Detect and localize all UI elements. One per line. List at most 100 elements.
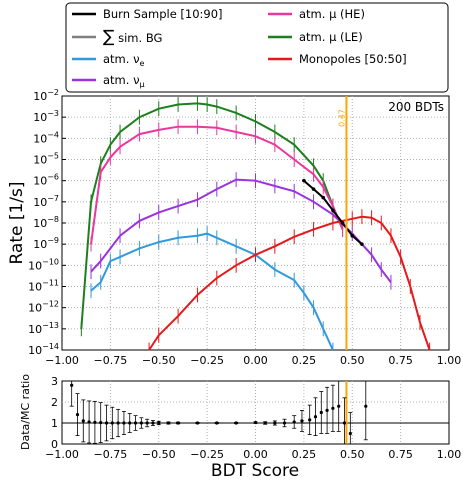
- numu-base: atm. ν: [103, 73, 140, 87]
- ratio-data-point: [263, 421, 267, 425]
- ratio-data-point: [234, 421, 238, 425]
- ratio-grid: [62, 381, 449, 444]
- ratio-x-tick-label: 1.00: [437, 448, 462, 461]
- ratio-x-tick-label: 0.25: [292, 448, 317, 461]
- main-y-tick-exp: −9: [47, 236, 59, 245]
- main-y-tick-label: 10−12: [28, 300, 59, 315]
- legend-label-simbg: ∑ sim. BG: [103, 27, 162, 47]
- ratio-data-point: [337, 404, 341, 408]
- main-y-tick-base: 10: [33, 111, 47, 124]
- nue-base: atm. ν: [103, 52, 140, 66]
- legend-frame: [65, 2, 449, 93]
- main-y-tick-base: 10: [33, 132, 47, 145]
- legend: Burn Sample [10:90] ∑ sim. BG atm. νe at…: [65, 2, 449, 93]
- main-y-tick-exp: −7: [47, 194, 59, 203]
- main-y-tick-label: 10−7: [33, 194, 59, 209]
- main-x-tick-label: 0.00: [243, 354, 268, 367]
- legend-label-mono: Monopoles [50:50]: [299, 52, 407, 66]
- ratio-data-point: [133, 421, 138, 425]
- legend-label-burn: Burn Sample [10:90]: [103, 7, 223, 21]
- numu-sub: μ: [140, 80, 145, 89]
- main-y-axis-label: Rate [1/s]: [7, 181, 27, 264]
- series-line-muhe: [90, 125, 344, 245]
- ratio-data-point: [116, 421, 120, 425]
- ratio-data-point: [300, 419, 304, 423]
- legend-label-mule: atm. μ (LE): [299, 30, 363, 44]
- ratio-data-point: [87, 420, 91, 424]
- main-y-tick-base: 10: [33, 196, 47, 209]
- ratio-data-point: [145, 421, 149, 425]
- ratio-data-point: [122, 421, 126, 425]
- ratio-data-point: [99, 420, 103, 425]
- main-y-tick-exp: −6: [47, 173, 59, 182]
- main-y-tick-label: 10−6: [33, 173, 59, 188]
- main-y-tick-exp: −10: [42, 257, 59, 266]
- main-y-tick-exp: −8: [47, 215, 59, 224]
- ratio-x-tick-label: −0.25: [190, 448, 224, 461]
- main-y-tick-label: 10−11: [28, 279, 59, 294]
- main-y-tick-label: 10−14: [28, 342, 59, 357]
- ratio-data-point: [348, 431, 352, 436]
- bdt-count-annotation: 200 BDTs: [388, 100, 444, 114]
- main-y-tick-base: 10: [33, 175, 47, 188]
- main-x-tick-label: 1.00: [437, 354, 462, 367]
- burn-data-point: [331, 208, 335, 213]
- burn-data-point: [340, 221, 345, 225]
- main-y-tick-label: 10−2: [33, 88, 59, 103]
- main-y-tick-label: 10−10: [28, 257, 59, 272]
- main-y-tick-base: 10: [33, 238, 47, 251]
- burn-data-point: [302, 178, 306, 183]
- main-y-tick-base: 10: [33, 90, 47, 103]
- ratio-data-point: [166, 421, 171, 425]
- ratio-data-point: [128, 421, 132, 425]
- main-y-tick-label: 10−4: [33, 130, 59, 145]
- ratio-data-point: [253, 420, 258, 425]
- main-x-tick-label: −0.75: [94, 354, 128, 367]
- ratio-data-point: [273, 421, 277, 425]
- main-x-tick-label: −1.00: [45, 354, 79, 367]
- legend-label-muhe: atm. μ (HE): [299, 7, 365, 21]
- ratio-data-point: [104, 421, 109, 425]
- ratio-data-point: [151, 421, 155, 425]
- ratio-data-point: [313, 415, 318, 419]
- main-x-tick-label: 0.25: [292, 354, 317, 367]
- ratio-data-point: [331, 406, 335, 410]
- main-plot: 0.47 −1.00 −0.75 −0.50 −0.25 0.00 0.25 0.50 0.7…: [7, 88, 461, 367]
- main-x-tick-label: −0.50: [142, 354, 176, 367]
- burn-data-point: [311, 187, 316, 191]
- main-y-tick-label: 10−3: [33, 109, 59, 124]
- main-y-tick-exp: −12: [42, 300, 59, 309]
- series-line-nue: [90, 232, 334, 351]
- main-y-tick-exp: −2: [47, 88, 59, 97]
- ratio-points: [69, 380, 368, 445]
- ratio-data-point: [364, 404, 368, 408]
- ratio-y-tick-label: 1: [51, 417, 58, 430]
- ratio-data-point: [75, 413, 80, 417]
- main-y-tick-exp: −4: [47, 130, 59, 139]
- cut-label: 0.47: [337, 109, 346, 127]
- ratio-data-point: [308, 418, 312, 422]
- main-y-tick-label: 10−9: [33, 236, 59, 251]
- main-y-tick-base: 10: [33, 154, 47, 167]
- ratio-ticks: −1.00 −0.75 −0.50 −0.25 0.00 0.25 0.50 0.75 1.00…: [45, 375, 461, 461]
- ratio-y-tick-label: 2: [51, 396, 58, 409]
- main-y-tick-label: 10−13: [28, 321, 59, 336]
- series-line-mule: [80, 102, 344, 329]
- main-y-tick-exp: −14: [42, 342, 59, 351]
- ratio-x-tick-label: 0.00: [243, 448, 268, 461]
- burn-data-point: [350, 233, 355, 238]
- main-x-tick-label: −0.25: [190, 354, 224, 367]
- simbg-text: sim. BG: [114, 31, 162, 45]
- ratio-y-tick-label: 0: [51, 438, 58, 451]
- main-y-tick-base: 10: [28, 302, 42, 315]
- main-y-tick-base: 10: [28, 259, 42, 272]
- main-y-tick-base: 10: [28, 323, 42, 336]
- sum-symbol: ∑: [103, 27, 115, 47]
- ratio-data-point: [139, 421, 143, 425]
- burn-data-point: [321, 195, 326, 200]
- main-y-tick-base: 10: [28, 344, 42, 357]
- ratio-plot: −1.00 −0.75 −0.50 −0.25 0.00 0.25 0.50 0.75 1.00…: [19, 374, 461, 481]
- main-x-tick-label: 0.50: [340, 354, 365, 367]
- ratio-y-tick-label: 3: [51, 375, 58, 388]
